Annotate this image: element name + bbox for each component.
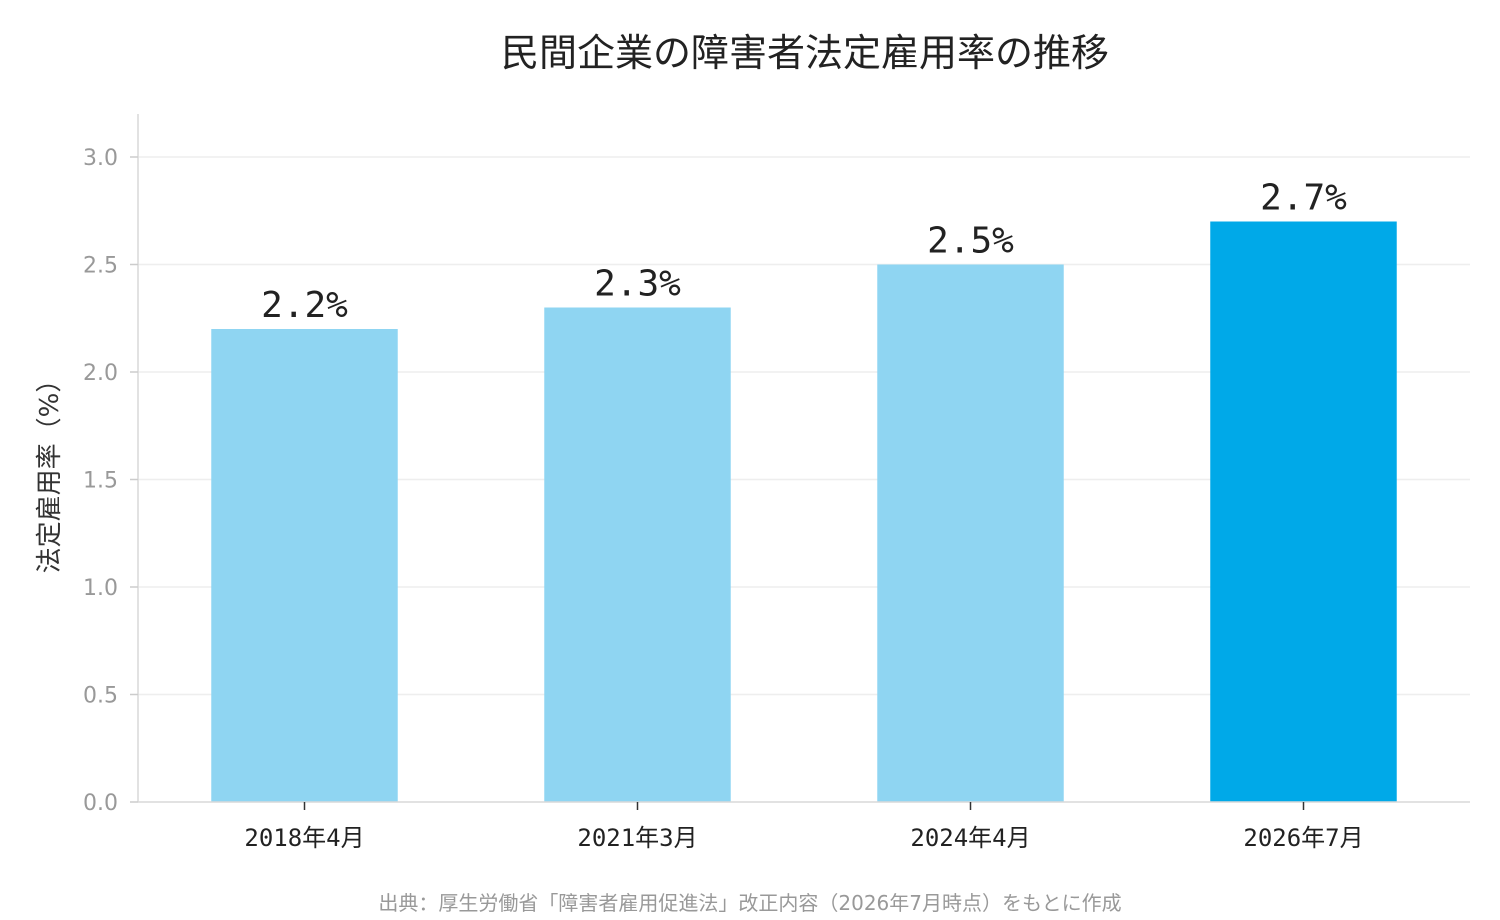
value-label: 2.5% <box>927 221 1014 262</box>
y-tick-label: 3.0 <box>83 146 118 171</box>
value-labels: 2.2% 2.3% 2.5% 2.7% <box>261 178 1347 327</box>
y-tick-label: 1.0 <box>83 576 118 601</box>
y-ticks: 0.0 0.5 1.0 1.5 2.0 2.5 3.0 <box>83 146 138 816</box>
source-note: 出典：厚生労働省「障害者雇用促進法」改正内容（2026年7月時点）をもとに作成 <box>378 891 1121 915</box>
y-tick-label: 2.0 <box>83 361 118 386</box>
x-tick-label: 2021年3月 <box>577 824 697 852</box>
x-tick-label: 2026年7月 <box>1243 824 1363 852</box>
bars <box>211 221 1397 802</box>
value-label: 2.7% <box>1260 178 1347 219</box>
y-tick-label: 0.0 <box>83 791 118 816</box>
x-tick-label: 2024年4月 <box>910 824 1030 852</box>
bar <box>544 307 731 802</box>
bar <box>1210 221 1397 802</box>
y-tick-label: 2.5 <box>83 254 118 279</box>
bar <box>877 264 1064 802</box>
x-ticks: 2018年4月 2021年3月 2024年4月 2026年7月 <box>244 802 1364 852</box>
bar <box>211 329 398 802</box>
y-tick-label: 0.5 <box>83 684 118 709</box>
chart-title: 民間企業の障害者法定雇用率の推移 <box>501 31 1109 75</box>
value-label: 2.2% <box>261 285 348 326</box>
value-label: 2.3% <box>594 264 681 305</box>
y-tick-label: 1.5 <box>83 469 118 494</box>
axes <box>137 114 1470 803</box>
x-tick-label: 2018年4月 <box>244 824 364 852</box>
y-axis-label: 法定雇用率（%） <box>35 367 65 574</box>
